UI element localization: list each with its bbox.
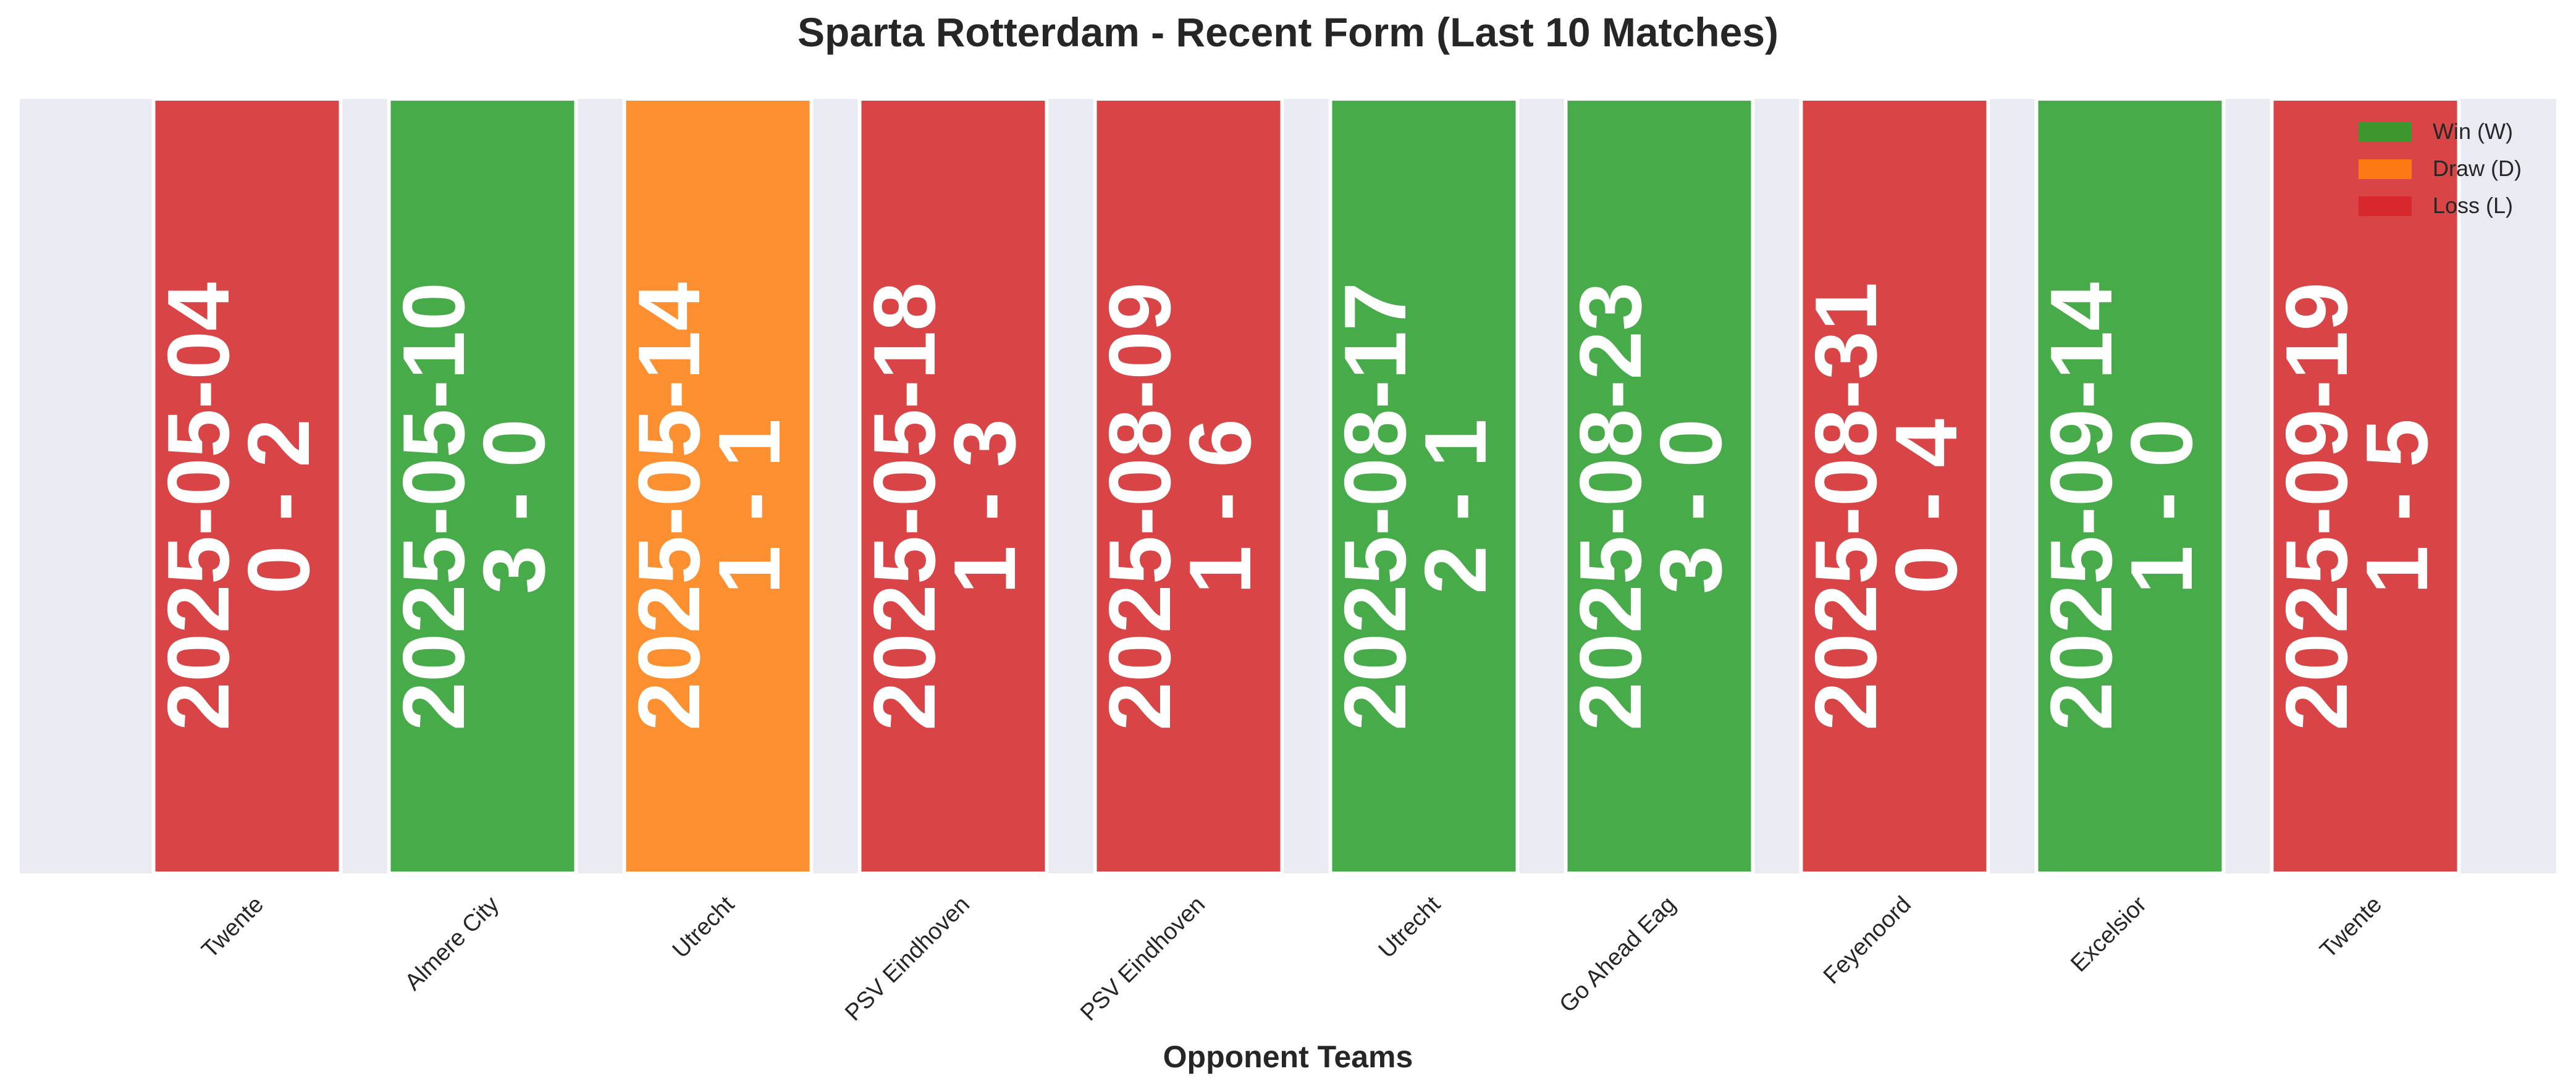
legend-swatch — [2359, 196, 2412, 216]
x-tick-label: Feyenoord — [1819, 891, 1916, 989]
bar-score-label: 1 - 3 — [936, 419, 1034, 594]
result-bar — [1328, 97, 1520, 875]
bar-label: 2025-08-172 - 1 — [1326, 282, 1505, 731]
legend-label: Draw (D) — [2433, 156, 2522, 181]
legend-label: Win (W) — [2433, 119, 2513, 144]
bar-label: 2025-09-191 - 5 — [2268, 282, 2446, 731]
chart-title: Sparta Rotterdam - Recent Form (Last 10 … — [797, 9, 1779, 55]
x-tick-label: Twente — [197, 891, 269, 963]
bar-date-label: 2025-08-17 — [1326, 282, 1425, 731]
x-tick-label: PSV Eindhoven — [840, 891, 975, 1026]
bar-label: 2025-08-233 - 0 — [1562, 282, 1740, 731]
bar-score-label: 1 - 0 — [2113, 419, 2211, 594]
bar-score-label: 0 - 2 — [230, 419, 328, 594]
bar-date-label: 2025-08-09 — [1091, 282, 1189, 731]
bar-date-label: 2025-05-18 — [856, 282, 954, 731]
bar-date-label: 2025-09-19 — [2268, 282, 2366, 731]
x-tick-label: Utrecht — [1374, 891, 1446, 964]
bar-label: 2025-08-310 - 4 — [1797, 282, 1976, 731]
bar-date-label: 2025-08-23 — [1562, 282, 1660, 731]
result-bar — [857, 97, 1049, 875]
result-bar — [2270, 97, 2461, 875]
legend-swatch — [2359, 159, 2412, 179]
result-bar — [1799, 97, 1990, 875]
bar-date-label: 2025-09-14 — [2032, 282, 2131, 731]
bar-score-label: 1 - 6 — [1171, 419, 1269, 594]
bar-date-label: 2025-05-10 — [385, 282, 483, 731]
bar-score-label: 0 - 4 — [1877, 419, 1976, 594]
x-axis-label: Opponent Teams — [1163, 1040, 1413, 1074]
bar-score-label: 2 - 1 — [1407, 419, 1505, 594]
result-bar — [1093, 97, 1284, 875]
x-tick-label: Utrecht — [668, 891, 740, 964]
bar-label: 2025-05-181 - 3 — [856, 282, 1034, 731]
result-bar — [151, 97, 343, 875]
bar-score-label: 3 - 0 — [1642, 419, 1740, 594]
x-tick-label: Excelsior — [2066, 891, 2152, 977]
bar-label: 2025-09-141 - 0 — [2032, 282, 2211, 731]
result-bar — [387, 97, 578, 875]
bar-label: 2025-05-141 - 1 — [620, 282, 799, 731]
bar-score-label: 3 - 0 — [465, 419, 563, 594]
legend: Win (W) Draw (D) Loss (L) — [2359, 119, 2522, 218]
x-tick-label: Almere City — [400, 891, 504, 996]
x-tick-label: PSV Eindhoven — [1075, 891, 1210, 1026]
x-tick-label: Twente — [2315, 891, 2387, 963]
legend-swatch — [2359, 122, 2412, 142]
bar-date-label: 2025-08-31 — [1797, 282, 1895, 731]
result-bar — [622, 97, 814, 875]
result-bar — [1564, 97, 1755, 875]
legend-label: Loss (L) — [2433, 193, 2513, 218]
bar-score-label: 1 - 1 — [701, 419, 799, 594]
bar-label: 2025-05-040 - 2 — [149, 282, 328, 731]
bar-label: 2025-08-091 - 6 — [1091, 282, 1269, 731]
bar-label: 2025-05-103 - 0 — [385, 282, 563, 731]
result-bar — [2034, 97, 2226, 875]
x-tick-label: Go Ahead Eag — [1555, 891, 1682, 1018]
bar-score-label: 1 - 5 — [2348, 419, 2446, 594]
bar-date-label: 2025-05-04 — [149, 282, 248, 731]
bar-date-label: 2025-05-14 — [620, 282, 718, 731]
